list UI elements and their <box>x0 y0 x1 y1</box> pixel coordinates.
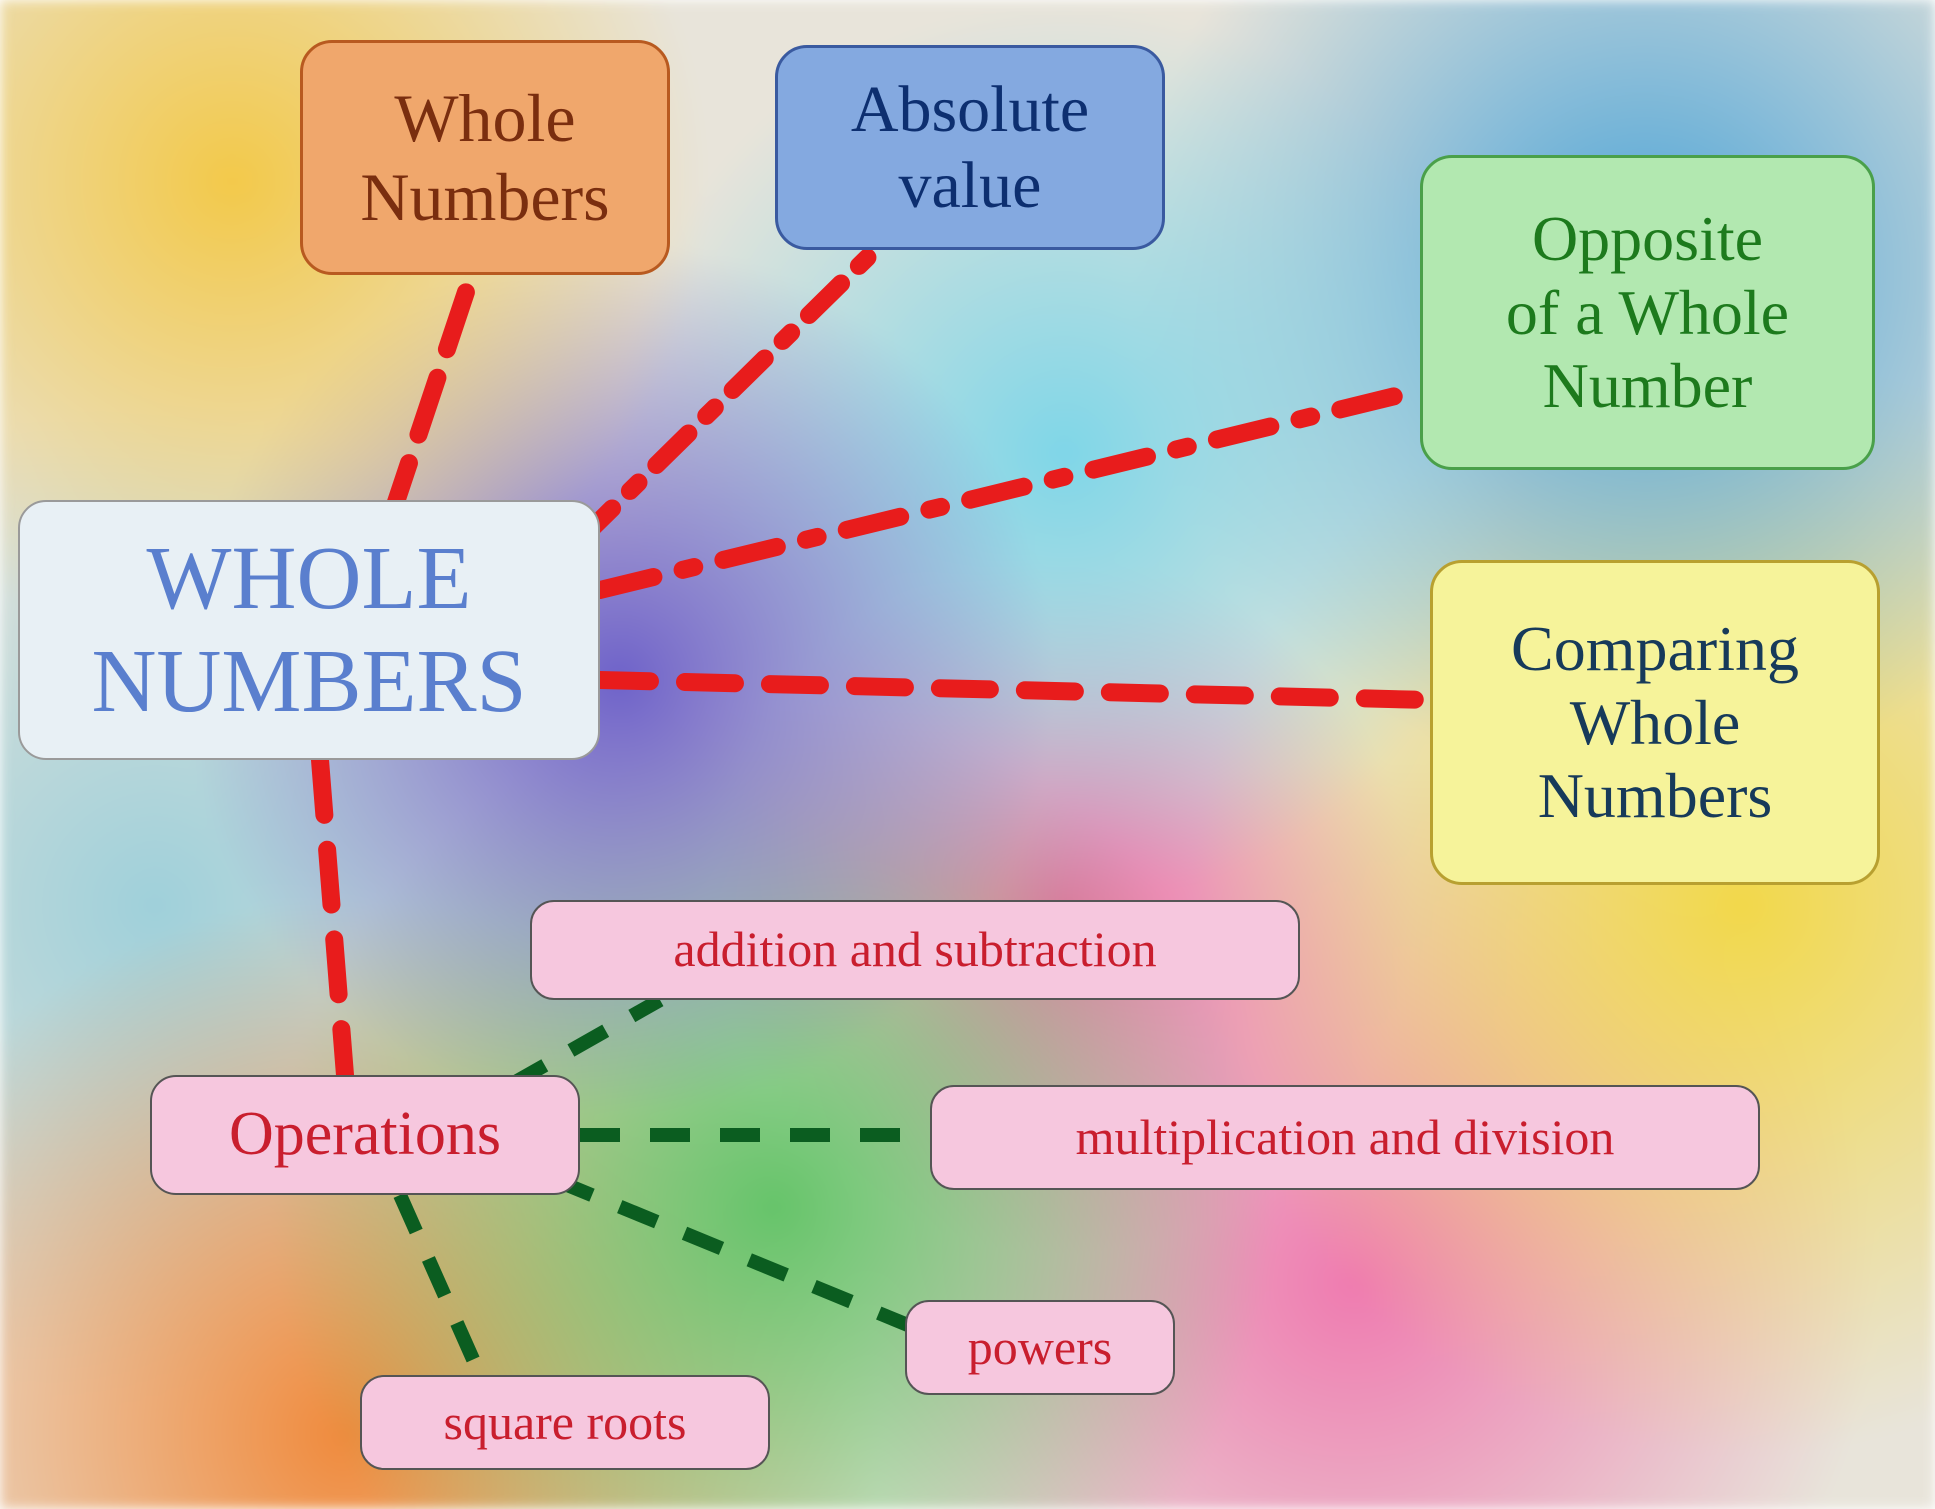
edge-operations-to-square_roots <box>400 1195 480 1375</box>
node-label: Absolute value <box>851 72 1089 224</box>
edge-center-to-comparing <box>600 680 1430 700</box>
edge-center-to-opposite <box>600 390 1420 590</box>
node-multiplication-division: multiplication and division <box>930 1085 1760 1190</box>
node-addition-subtraction: addition and subtraction <box>530 900 1300 1000</box>
edge-center-to-operations <box>320 760 345 1075</box>
node-square-roots: square roots <box>360 1375 770 1470</box>
concept-map-canvas: WHOLE NUMBERS Whole Numbers Absolute val… <box>0 0 1935 1509</box>
edge-operations-to-addition_subtraction <box>510 1000 660 1085</box>
node-opposite-of-whole-number: Opposite of a Whole Number <box>1420 155 1875 470</box>
node-label: Comparing Whole Numbers <box>1511 612 1799 833</box>
node-label: WHOLE NUMBERS <box>91 527 526 734</box>
node-whole-numbers-sub: Whole Numbers <box>300 40 670 275</box>
node-operations: Operations <box>150 1075 580 1195</box>
node-absolute-value: Absolute value <box>775 45 1165 250</box>
node-label: square roots <box>444 1394 687 1452</box>
node-comparing-whole-numbers: Comparing Whole Numbers <box>1430 560 1880 885</box>
node-powers: powers <box>905 1300 1175 1395</box>
node-label: Whole Numbers <box>360 79 609 235</box>
edge-center-to-absolute_value <box>580 255 870 540</box>
node-label: addition and subtraction <box>673 921 1156 979</box>
edge-center-to-whole_numbers_sub <box>390 280 470 520</box>
node-label: powers <box>968 1319 1112 1377</box>
node-whole-numbers-center: WHOLE NUMBERS <box>18 500 600 760</box>
node-label: Opposite of a Whole Number <box>1506 202 1789 423</box>
node-label: multiplication and division <box>1076 1109 1615 1167</box>
edge-operations-to-powers <box>555 1180 920 1330</box>
node-label: Operations <box>229 1099 501 1170</box>
